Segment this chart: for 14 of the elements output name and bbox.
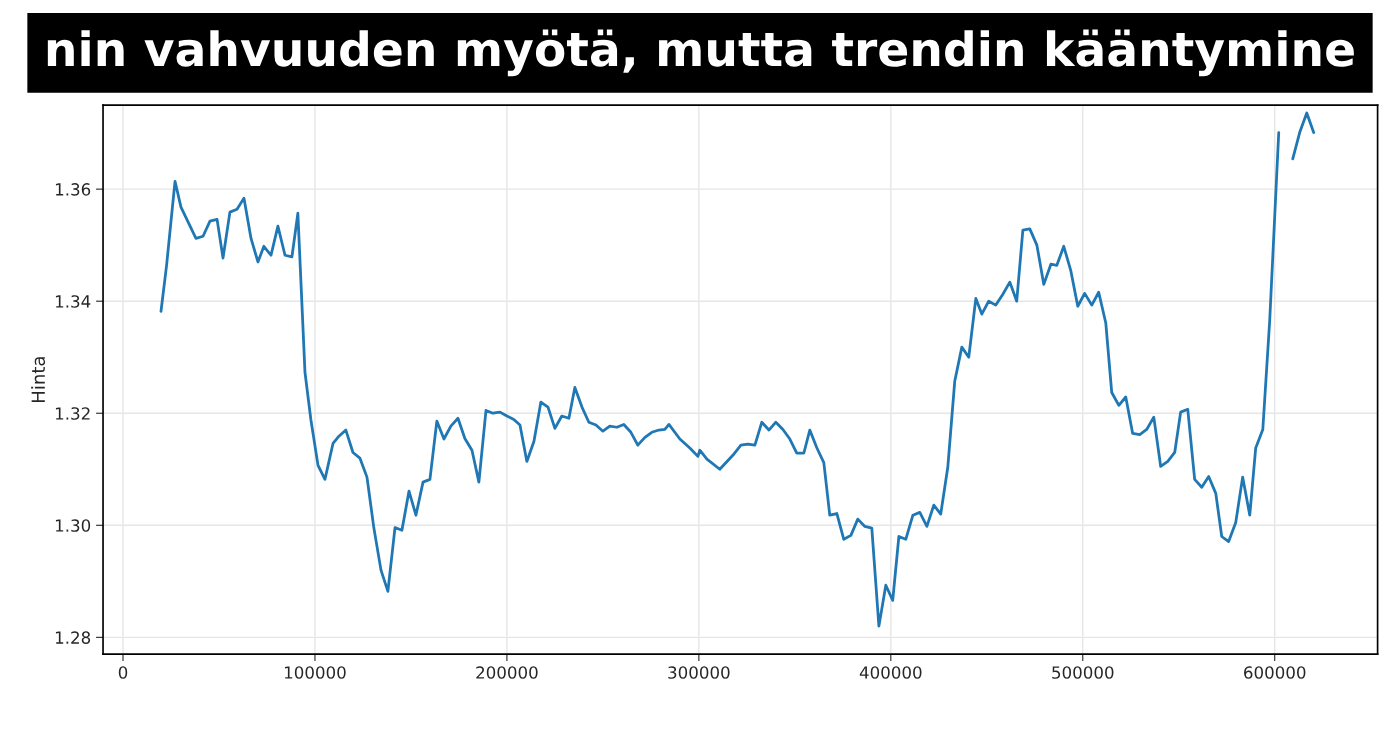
y-axis-title: Hinta: [31, 357, 46, 402]
x-tick-label: 500000: [1052, 666, 1114, 679]
y-tick-label: 1.30: [55, 519, 91, 532]
y-tick-label: 1.34: [55, 295, 91, 308]
x-tick-label: 600000: [1244, 666, 1306, 679]
x-tick-label: 0: [118, 666, 128, 679]
y-tick-label: 1.28: [55, 631, 91, 644]
y-tick-label: 1.36: [55, 183, 91, 196]
x-tick-label: 100000: [284, 666, 346, 679]
x-tick-label: 300000: [668, 666, 730, 679]
chart-title: nin vahvuuden myötä, mutta trendin kääntymine: [47, 29, 1354, 77]
x-tick-label: 400000: [859, 666, 922, 679]
x-tick-label: 200000: [476, 666, 538, 679]
y-tick-label: 1.32: [55, 407, 90, 420]
